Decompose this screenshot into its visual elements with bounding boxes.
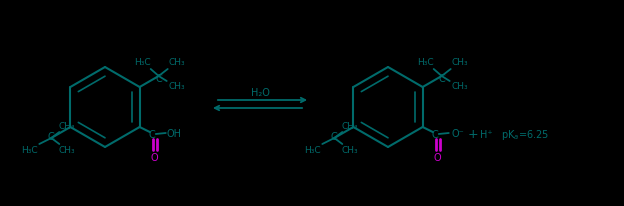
Text: CH₃: CH₃ [59,146,76,155]
Text: C: C [431,129,438,139]
Text: C: C [149,129,155,139]
Text: C: C [155,74,162,84]
Text: C: C [438,74,445,84]
Text: CH₃: CH₃ [59,122,76,131]
Text: H₃C: H₃C [304,146,321,155]
Text: H₃C: H₃C [417,58,434,67]
Text: CH₃: CH₃ [342,146,359,155]
Text: pK$_a$=6.25: pK$_a$=6.25 [501,127,548,141]
Text: O: O [434,152,442,162]
Text: OH: OH [166,128,181,138]
Text: H₃C: H₃C [21,146,37,155]
Text: H₃C: H₃C [134,58,151,67]
Text: CH₃: CH₃ [168,58,185,67]
Text: H₂O: H₂O [251,88,270,97]
Text: CH₃: CH₃ [451,58,468,67]
Text: +: + [467,128,478,141]
Text: C: C [331,131,338,141]
Text: CH₃: CH₃ [451,82,468,91]
Text: O: O [151,152,158,162]
Text: H⁺: H⁺ [480,129,493,139]
Text: CH₃: CH₃ [342,122,359,131]
Text: O⁻: O⁻ [451,128,464,138]
Text: C: C [48,131,55,141]
Text: CH₃: CH₃ [168,82,185,91]
